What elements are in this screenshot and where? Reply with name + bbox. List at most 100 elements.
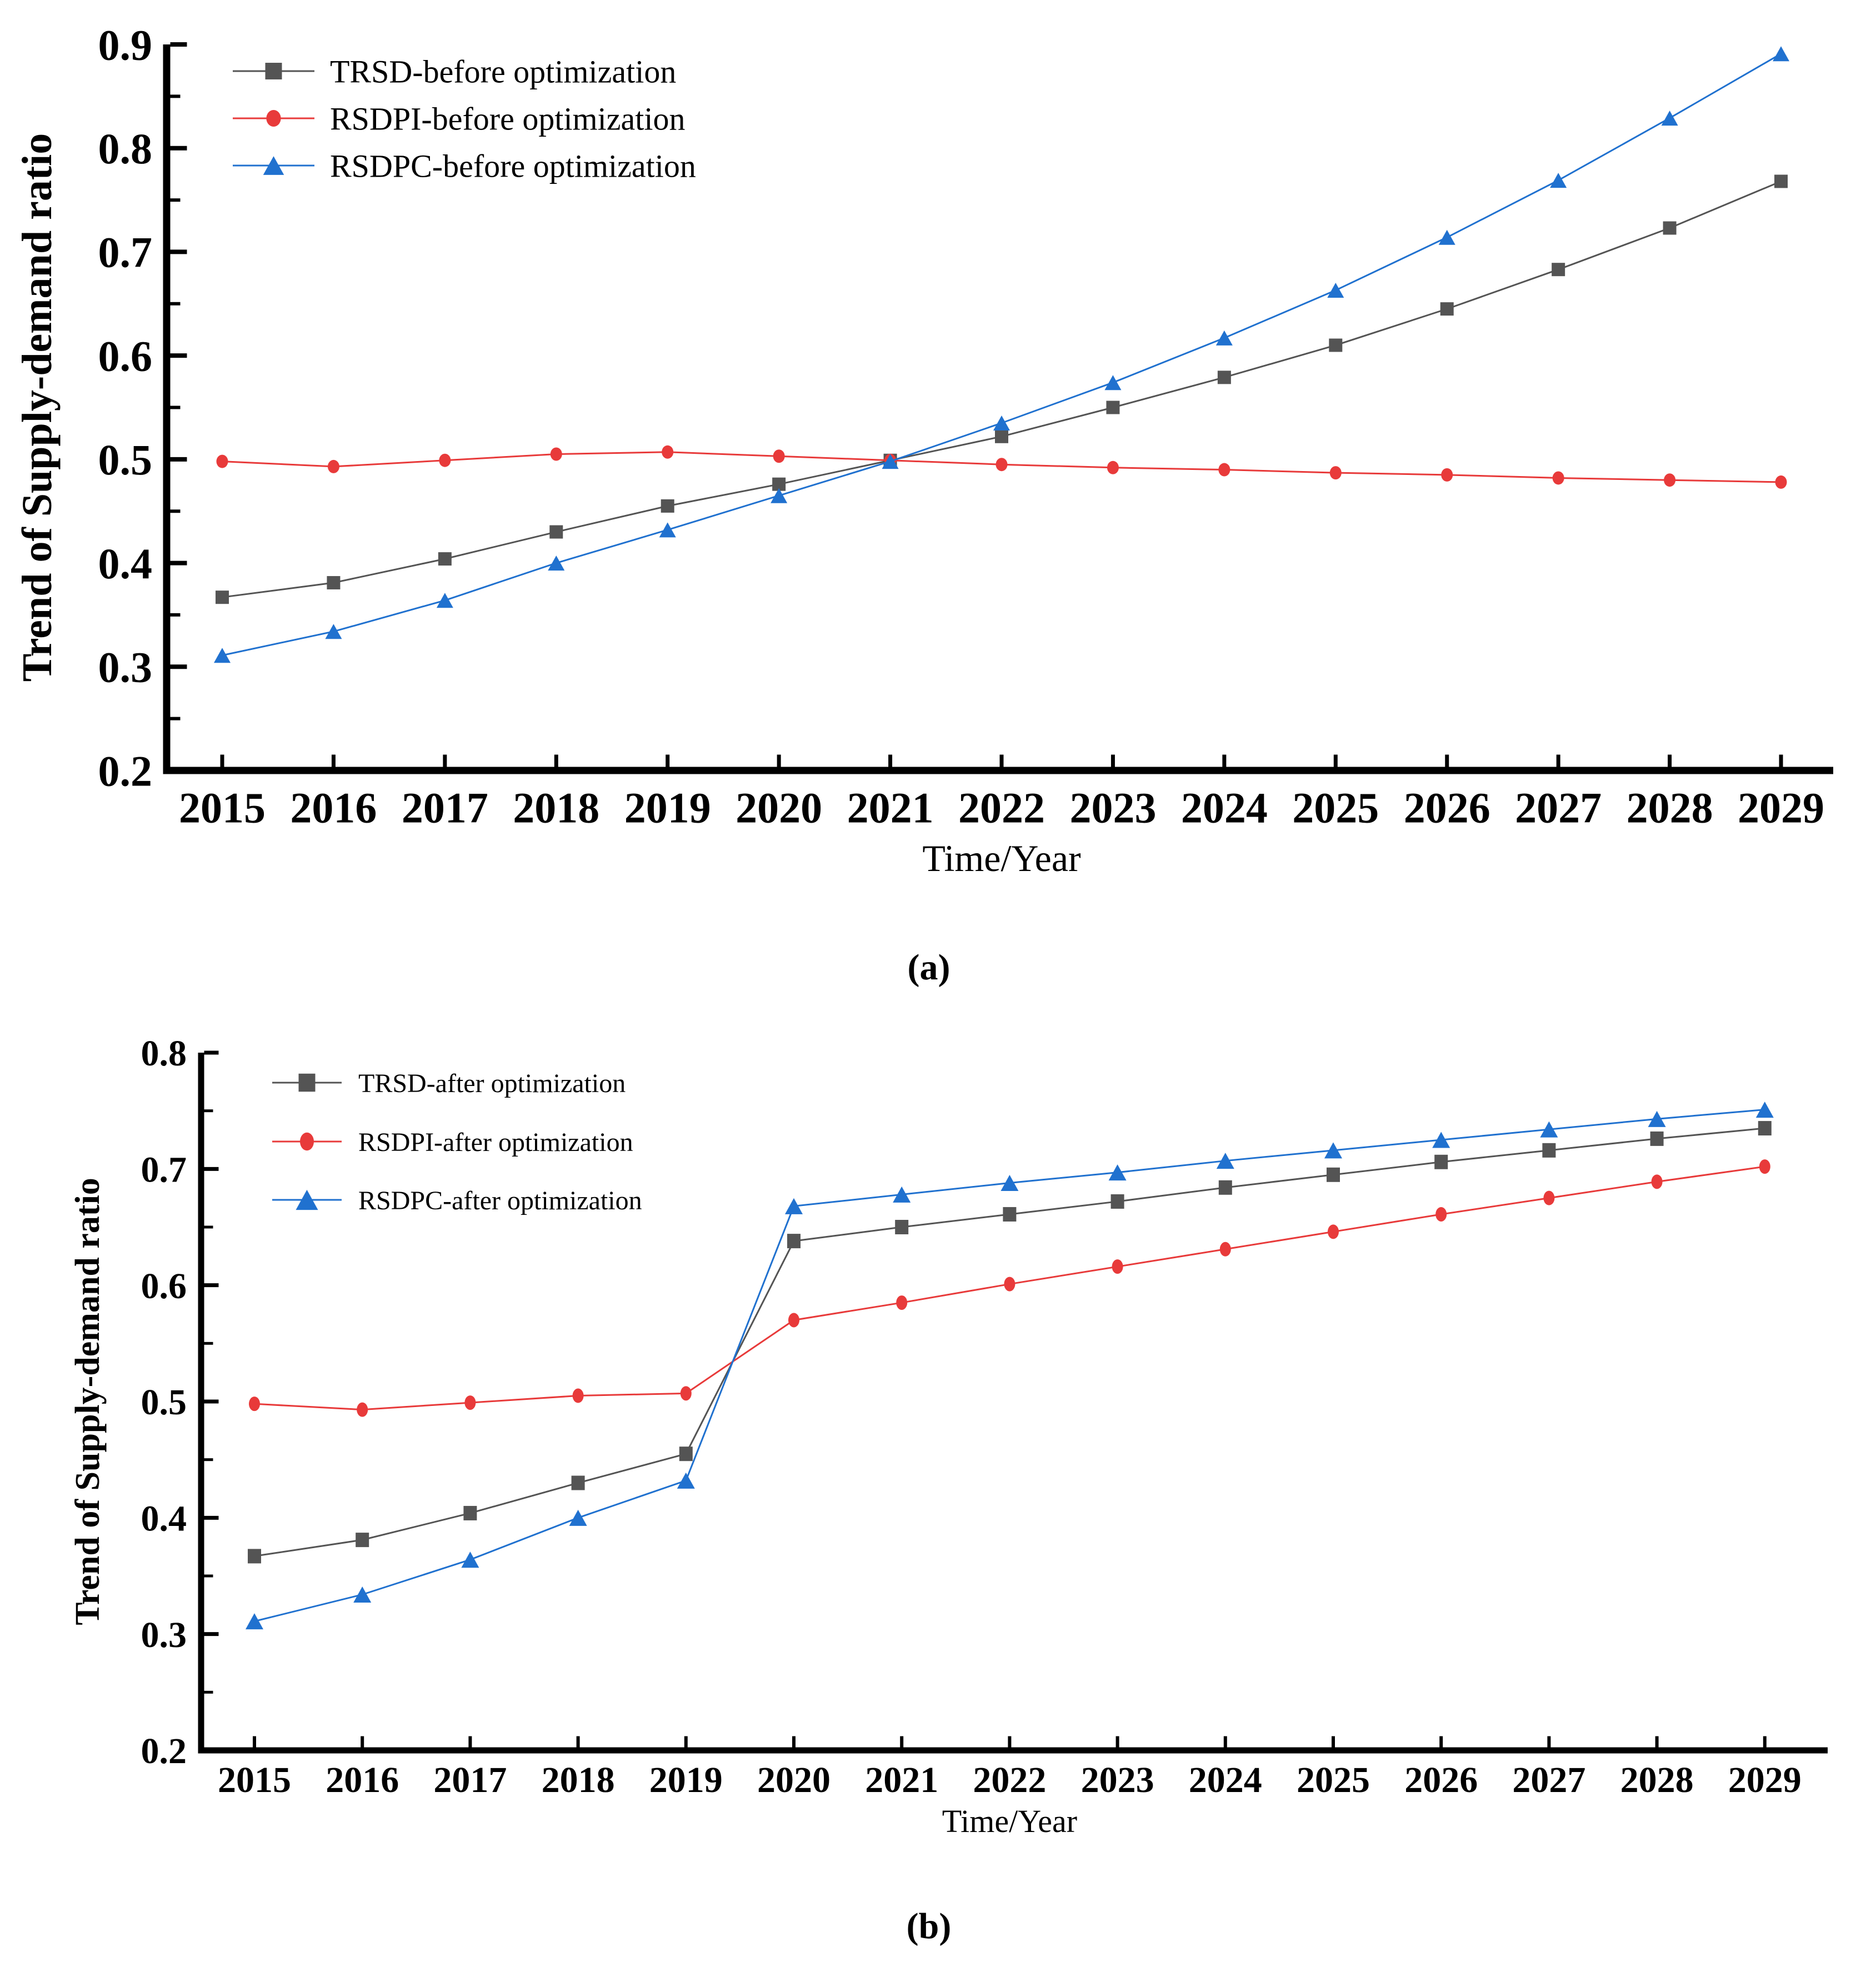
square-marker-icon <box>265 63 282 79</box>
circle-marker-icon <box>572 1388 584 1403</box>
y-tick-label: 0.8 <box>141 1033 187 1074</box>
circle-marker-icon <box>1004 1277 1015 1292</box>
triangle-marker-icon <box>677 1472 695 1489</box>
square-marker-icon <box>216 590 229 604</box>
triangle-marker-icon <box>263 156 284 175</box>
x-tick-label: 2018 <box>542 1760 615 1800</box>
x-tick-label: 2026 <box>1404 1760 1478 1800</box>
series-RSDPI-after optimization <box>249 1159 1770 1417</box>
chart-panel-b: 0.2 0.3 0.4 0.5 0.6 0.7 0.8 2015 2016 2017 2018 201… <box>69 1033 1828 1839</box>
square-marker-icon <box>571 1475 585 1490</box>
triangle-marker-icon <box>548 555 565 571</box>
triangle-marker-icon <box>246 1613 263 1630</box>
triangle-marker-icon <box>1432 1132 1450 1148</box>
triangle-marker-icon <box>296 1189 318 1210</box>
legend-item: TRSD-after optimization <box>272 1069 626 1098</box>
legend-label: RSDPC-after optimization <box>358 1186 642 1215</box>
circle-marker-icon <box>439 453 451 467</box>
y-tick-label: 0.8 <box>98 124 153 173</box>
x-tick-label: 2020 <box>736 783 822 832</box>
legend-item: RSDPC-after optimization <box>272 1186 642 1215</box>
y-tick-label: 0.6 <box>98 332 153 380</box>
legend-label: TRSD-before optimization <box>330 53 676 89</box>
x-tick-label: 2016 <box>290 783 377 832</box>
square-marker-icon <box>1552 263 1565 277</box>
square-marker-icon <box>1327 1167 1340 1182</box>
square-marker-icon <box>463 1505 477 1520</box>
y-tick-label: 0.5 <box>98 436 153 484</box>
circle-marker-icon <box>773 449 785 463</box>
x-tick-label: 2027 <box>1512 1760 1585 1800</box>
square-marker-icon <box>1774 174 1788 188</box>
x-tick-label: 2022 <box>958 783 1045 832</box>
circle-marker-icon <box>1329 466 1342 480</box>
triangle-marker-icon <box>1755 1102 1774 1118</box>
x-tick-label: 2015 <box>218 1760 291 1800</box>
x-tick-label: 2019 <box>624 783 711 832</box>
square-marker-icon <box>549 525 563 539</box>
square-marker-icon <box>1329 338 1343 352</box>
square-marker-icon <box>248 1549 261 1564</box>
series-RSDPC-before optimization <box>214 46 1790 663</box>
square-marker-icon <box>995 429 1009 443</box>
legend-label: RSDPI-after optimization <box>358 1128 633 1157</box>
x-tick-label: 2029 <box>1738 783 1824 832</box>
circle-marker-icon <box>357 1402 368 1417</box>
circle-marker-icon <box>1543 1190 1555 1205</box>
legend-item: RSDPC-before optimization <box>233 148 696 184</box>
y-tick-label: 0.7 <box>98 228 153 277</box>
y-tick-label: 0.9 <box>98 21 153 69</box>
square-marker-icon <box>1106 401 1120 414</box>
y-tick-label: 0.2 <box>141 1731 187 1771</box>
x-axis-title: Time/Year <box>942 1803 1077 1839</box>
square-marker-icon <box>1542 1143 1556 1158</box>
circle-marker-icon <box>1759 1159 1770 1174</box>
square-marker-icon <box>661 499 674 513</box>
x-tick-label: 2026 <box>1404 783 1490 832</box>
square-marker-icon <box>327 576 341 590</box>
triangle-marker-icon <box>882 454 899 469</box>
x-tick-label: 2028 <box>1620 1760 1694 1800</box>
square-marker-icon <box>298 1073 316 1092</box>
x-tick-label: 2025 <box>1292 783 1379 832</box>
x-tick-label: 2021 <box>847 783 934 832</box>
y-tick-label: 0.5 <box>141 1382 187 1423</box>
circle-marker-icon <box>249 1397 260 1412</box>
y-tick-label: 0.6 <box>141 1266 187 1307</box>
x-tick-label: 2020 <box>757 1760 831 1800</box>
square-marker-icon <box>1758 1121 1772 1136</box>
circle-marker-icon <box>788 1313 799 1328</box>
triangle-marker-icon <box>1327 283 1344 298</box>
circle-marker-icon <box>1552 471 1564 485</box>
triangle-marker-icon <box>1438 229 1455 245</box>
legend-label: RSDPI-before optimization <box>330 101 686 137</box>
caption-a: (a) <box>908 947 950 988</box>
y-axis-title: Trend of Supply-demand ratio <box>69 1178 107 1625</box>
triangle-marker-icon <box>1550 173 1567 188</box>
y-tick-label: 0.3 <box>141 1615 187 1655</box>
circle-marker-icon <box>1328 1224 1339 1239</box>
square-marker-icon <box>1434 1154 1448 1169</box>
triangle-marker-icon <box>214 648 231 663</box>
series-TRSD-after optimization <box>248 1121 1772 1564</box>
x-tick-label: 2023 <box>1069 783 1156 832</box>
circle-marker-icon <box>896 1295 908 1310</box>
x-tick-label: 2018 <box>513 783 599 832</box>
x-tick-label: 2028 <box>1627 783 1713 832</box>
circle-marker-icon <box>1441 468 1453 482</box>
y-tick-label: 0.4 <box>141 1498 187 1539</box>
x-tick-label: 2023 <box>1081 1760 1154 1800</box>
triangle-marker-icon <box>1661 111 1678 126</box>
square-marker-icon <box>787 1234 801 1249</box>
triangle-marker-icon <box>659 522 676 538</box>
square-marker-icon <box>1003 1207 1017 1222</box>
square-marker-icon <box>438 552 452 566</box>
series-TRSD-before optimization <box>216 174 1788 604</box>
square-marker-icon <box>679 1447 693 1462</box>
chart-panel-a: 0.2 0.3 0.4 0.5 0.6 0.7 0.8 0.9 2015 2016 2017 2018… <box>14 21 1833 879</box>
circle-marker-icon <box>1112 1259 1123 1274</box>
x-tick-label: 2024 <box>1181 783 1268 832</box>
circle-marker-icon <box>550 447 562 461</box>
